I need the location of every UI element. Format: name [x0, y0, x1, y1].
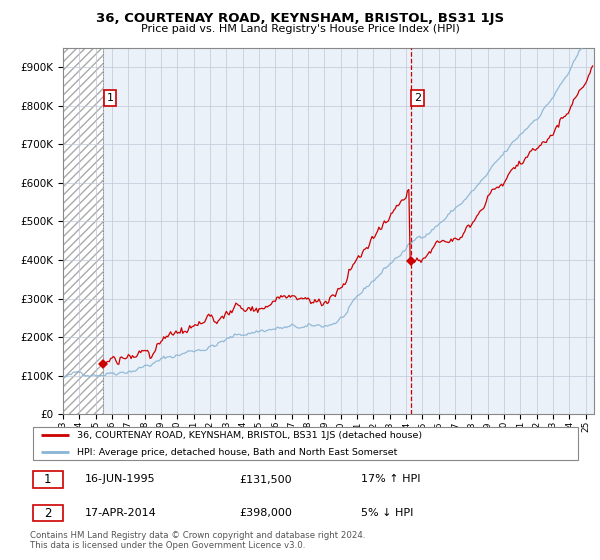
Text: 1: 1 [106, 93, 113, 103]
Bar [103, 48, 600, 414]
Text: £131,500: £131,500 [240, 474, 292, 484]
Text: 1: 1 [44, 473, 52, 486]
Text: £398,000: £398,000 [240, 508, 293, 518]
Text: Price paid vs. HM Land Registry's House Price Index (HPI): Price paid vs. HM Land Registry's House … [140, 24, 460, 34]
Text: 5% ↓ HPI: 5% ↓ HPI [361, 508, 413, 518]
Text: 36, COURTENAY ROAD, KEYNSHAM, BRISTOL, BS31 1JS: 36, COURTENAY ROAD, KEYNSHAM, BRISTOL, B… [96, 12, 504, 25]
Bar [63, 48, 103, 414]
Text: HPI: Average price, detached house, Bath and North East Somerset: HPI: Average price, detached house, Bath… [77, 447, 397, 456]
Text: 17-APR-2014: 17-APR-2014 [85, 508, 157, 518]
Text: 16-JUN-1995: 16-JUN-1995 [85, 474, 156, 484]
FancyBboxPatch shape [33, 472, 63, 488]
Text: 2: 2 [44, 506, 52, 520]
Text: 17% ↑ HPI: 17% ↑ HPI [361, 474, 421, 484]
Text: 36, COURTENAY ROAD, KEYNSHAM, BRISTOL, BS31 1JS (detached house): 36, COURTENAY ROAD, KEYNSHAM, BRISTOL, B… [77, 431, 422, 440]
FancyBboxPatch shape [33, 505, 63, 521]
Bar [63, 48, 103, 414]
Text: 2: 2 [414, 93, 421, 103]
FancyBboxPatch shape [33, 427, 578, 460]
Text: Contains HM Land Registry data © Crown copyright and database right 2024.
This d: Contains HM Land Registry data © Crown c… [30, 531, 365, 550]
